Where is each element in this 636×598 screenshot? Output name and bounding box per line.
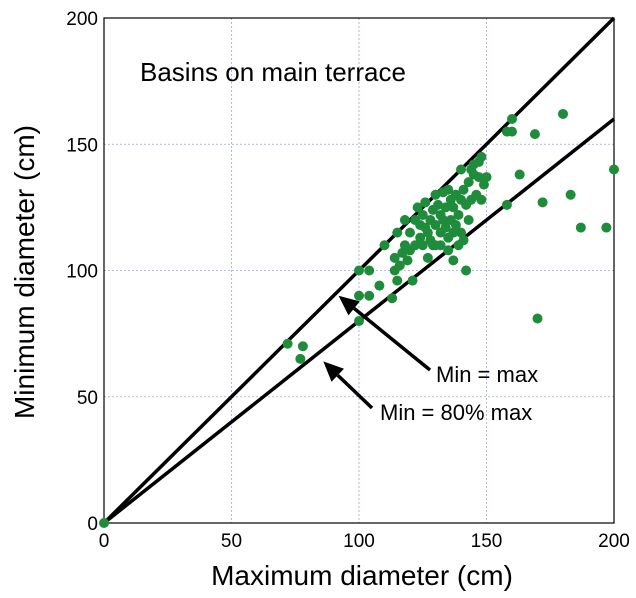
data-points xyxy=(99,108,619,528)
data-point xyxy=(435,240,446,251)
data-point xyxy=(458,184,469,195)
y-axis-title: Minimum diameter (cm) xyxy=(9,125,40,419)
data-point xyxy=(282,338,293,349)
annotation-arrow xyxy=(336,373,374,410)
data-point xyxy=(420,197,431,208)
x-tick-label: 50 xyxy=(221,531,242,552)
data-point xyxy=(565,189,576,200)
data-point xyxy=(456,164,466,175)
data-point xyxy=(507,126,517,137)
data-point xyxy=(387,293,398,304)
data-point xyxy=(453,209,464,220)
data-point xyxy=(529,129,540,140)
data-point xyxy=(448,202,459,213)
data-point xyxy=(364,290,375,301)
data-point xyxy=(354,316,364,326)
data-point xyxy=(448,227,459,238)
data-point xyxy=(478,179,489,190)
data-point xyxy=(433,199,444,210)
arrow-head-icon xyxy=(338,295,360,316)
data-point xyxy=(392,275,403,286)
data-point xyxy=(575,222,586,233)
annotation-label: Min = 80% max xyxy=(380,400,532,425)
x-tick-label: 200 xyxy=(598,531,630,552)
y-tick-label: 150 xyxy=(66,135,98,156)
y-tick-label: 200 xyxy=(66,9,98,30)
data-point xyxy=(407,275,418,286)
data-point xyxy=(481,172,492,183)
data-point xyxy=(295,353,306,364)
x-tick-label: 150 xyxy=(471,531,503,552)
data-point xyxy=(402,255,413,266)
annotations: Min = max Min = 80% max xyxy=(323,295,538,425)
x-axis-title: Maximum diameter (cm) xyxy=(211,560,513,591)
data-point xyxy=(422,252,433,263)
data-point xyxy=(448,255,459,266)
data-point xyxy=(443,245,454,256)
data-point xyxy=(532,313,543,324)
x-tick-label: 0 xyxy=(99,531,110,552)
arrow-head-icon xyxy=(323,361,344,382)
data-point xyxy=(461,265,472,276)
data-point xyxy=(601,222,612,233)
data-point xyxy=(440,202,451,213)
plot-frame xyxy=(103,17,615,524)
data-point xyxy=(397,247,408,258)
grid xyxy=(104,18,614,523)
data-point xyxy=(537,197,548,208)
x-tick-labels: 0 50 100 150 200 xyxy=(99,531,630,552)
data-point xyxy=(297,341,308,352)
data-point xyxy=(473,172,484,183)
y-tick-label: 0 xyxy=(87,514,98,535)
data-point xyxy=(609,164,619,175)
data-point xyxy=(430,220,441,231)
data-point xyxy=(354,290,364,301)
data-point xyxy=(430,189,441,200)
data-point xyxy=(354,265,364,276)
data-point xyxy=(463,177,474,188)
data-point xyxy=(412,202,423,213)
data-point xyxy=(399,215,410,225)
data-point xyxy=(364,265,375,276)
annotation-arrow xyxy=(353,307,432,372)
y-tick-label: 50 xyxy=(77,388,98,409)
data-point xyxy=(501,199,512,210)
data-point xyxy=(458,235,469,246)
data-point xyxy=(394,260,405,271)
data-point xyxy=(417,240,428,251)
data-point xyxy=(440,222,451,233)
chart-title: Basins on main terrace xyxy=(140,57,406,87)
data-point xyxy=(438,215,449,225)
data-point xyxy=(374,280,385,291)
data-point xyxy=(379,240,390,251)
data-point xyxy=(415,232,426,243)
data-point xyxy=(558,108,568,119)
x-tick-label: 100 xyxy=(343,531,375,552)
data-point xyxy=(463,215,474,225)
data-point xyxy=(476,151,487,162)
data-point xyxy=(476,194,487,205)
data-point xyxy=(422,227,433,238)
data-point xyxy=(392,227,403,238)
data-point xyxy=(443,184,454,195)
data-point xyxy=(405,227,415,238)
y-tick-labels: 0 50 100 150 200 xyxy=(66,9,98,535)
data-point xyxy=(417,209,428,220)
data-point xyxy=(507,114,517,124)
data-point xyxy=(99,518,109,528)
data-point xyxy=(450,220,461,231)
data-point xyxy=(389,252,400,263)
data-point xyxy=(410,240,421,251)
data-point xyxy=(456,227,466,238)
data-point xyxy=(514,169,525,180)
y-tick-label: 100 xyxy=(66,262,98,283)
annotation-label: Min = max xyxy=(436,362,538,387)
